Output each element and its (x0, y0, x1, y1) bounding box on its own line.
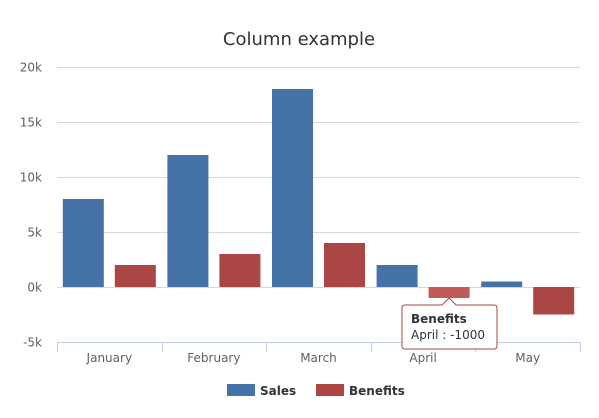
x-tick-label: March (300, 351, 337, 365)
bar-benefits-may[interactable] (533, 287, 575, 315)
y-tick-label: 15k (20, 116, 42, 130)
tooltip-value: April : -1000 (411, 328, 485, 342)
y-tick-label: 5k (27, 226, 42, 240)
y-axis: -5k 0k 5k 10k 15k 20k (20, 61, 42, 350)
chart-title: Column example (223, 29, 375, 50)
x-tick-label: January (86, 351, 133, 365)
bar-sales-may[interactable] (481, 281, 523, 288)
legend-swatch (227, 384, 255, 396)
tooltip: Benefits April : -1000 (401, 297, 498, 350)
bars (62, 89, 575, 315)
x-axis: January February March April May (57, 342, 581, 365)
bar-sales-february[interactable] (167, 155, 209, 287)
bar-benefits-january[interactable] (114, 265, 156, 287)
y-tick-label: 0k (27, 281, 42, 295)
bar-benefits-february[interactable] (219, 254, 261, 287)
legend-label: Benefits (349, 384, 405, 398)
y-tick-label: -5k (23, 336, 42, 350)
y-tick-label: 10k (20, 171, 42, 185)
tooltip-series-name: Benefits (411, 312, 467, 326)
bar-benefits-april[interactable] (428, 287, 470, 298)
tooltip-box (401, 297, 498, 350)
x-tick-label: February (187, 351, 240, 365)
x-tick-label: May (515, 351, 540, 365)
bar-benefits-march[interactable] (324, 243, 365, 287)
legend-swatch (316, 384, 344, 396)
gridlines (57, 67, 580, 343)
bar-sales-january[interactable] (62, 199, 104, 287)
legend-item-benefits[interactable]: Benefits (316, 384, 405, 398)
legend-label: Sales (260, 384, 296, 398)
y-tick-label: 20k (20, 61, 42, 75)
legend: Sales Benefits (227, 384, 405, 398)
legend-item-sales[interactable]: Sales (227, 384, 296, 398)
bar-sales-april[interactable] (376, 265, 418, 287)
bar-sales-march[interactable] (272, 89, 313, 287)
x-tick-label: April (409, 351, 436, 365)
